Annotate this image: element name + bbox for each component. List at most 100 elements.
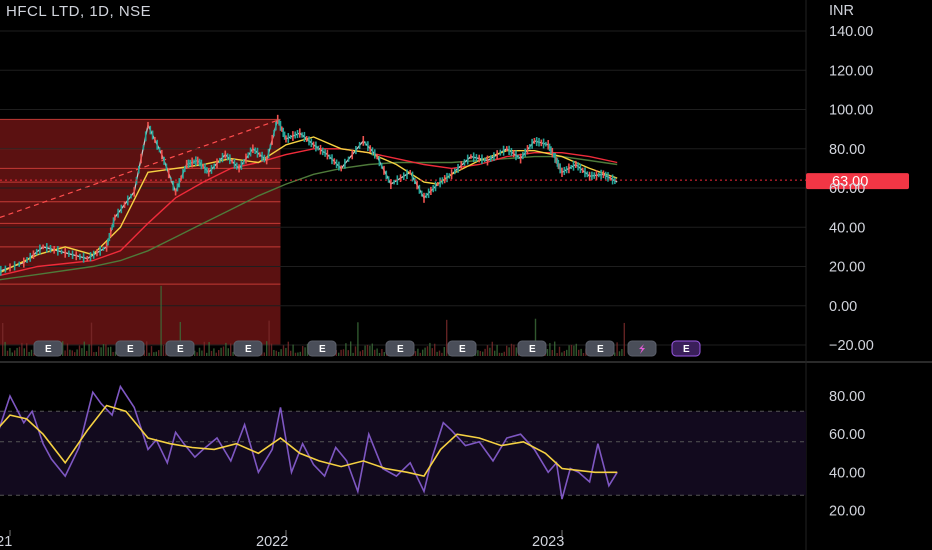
volume-bar	[566, 349, 568, 356]
candle	[35, 248, 38, 256]
currency-label: INR	[829, 3, 854, 19]
price-badge: 63.00	[0, 173, 909, 190]
candle	[170, 177, 172, 182]
candle	[310, 138, 313, 148]
candle	[581, 167, 584, 174]
volume-bar	[225, 342, 227, 356]
candle	[26, 257, 28, 263]
volume-bar	[546, 349, 549, 356]
volume-bar	[352, 352, 354, 356]
volume-bar	[340, 349, 342, 356]
earnings-marker[interactable]: E	[115, 340, 145, 357]
candle	[515, 150, 517, 161]
volume-bar	[371, 343, 373, 356]
candle	[512, 150, 515, 158]
volume-bar	[64, 350, 66, 356]
candle	[390, 179, 392, 190]
candle	[245, 153, 247, 164]
earnings-marker[interactable]: E	[233, 340, 263, 357]
earnings-box	[233, 340, 263, 357]
candle	[254, 147, 256, 154]
candle	[367, 141, 369, 152]
volume-bar	[434, 343, 436, 356]
volume-bar	[491, 341, 493, 356]
volume-bar	[208, 342, 210, 356]
earnings-marker[interactable]: E	[585, 340, 615, 357]
candle	[577, 162, 579, 171]
rsi-y-tick-label: 80.00	[829, 389, 865, 405]
candle	[437, 182, 439, 187]
earnings-label: E	[177, 344, 184, 355]
volume-bar	[155, 351, 157, 356]
volume-bar	[285, 347, 287, 356]
lightning-icon[interactable]	[627, 340, 657, 357]
y-tick-label: 60.00	[829, 181, 865, 197]
candle	[406, 169, 408, 180]
candle	[538, 137, 540, 147]
candle	[102, 246, 105, 251]
volume-bar	[424, 347, 426, 356]
volume-bar	[282, 345, 285, 356]
earnings-marker[interactable]: E	[517, 340, 547, 357]
candle	[53, 246, 55, 254]
candle	[292, 131, 294, 141]
candle	[563, 166, 566, 176]
candle	[185, 159, 188, 169]
candle	[79, 253, 81, 260]
volume-bar	[215, 352, 217, 356]
candle	[598, 172, 600, 178]
candle	[256, 147, 259, 158]
rsi-y-tick-label: 60.00	[829, 427, 865, 443]
candle	[126, 195, 129, 206]
volume-bar	[297, 352, 299, 356]
earnings-marker[interactable]: E	[33, 340, 63, 357]
earnings-box	[517, 340, 547, 357]
volume-bar	[114, 351, 117, 356]
earnings-marker[interactable]: E	[165, 340, 195, 357]
earnings-marker[interactable]: E	[447, 340, 477, 357]
candle	[317, 145, 319, 151]
candle	[161, 149, 163, 160]
volume-bar	[23, 348, 25, 356]
volume-bar	[2, 323, 4, 356]
candle	[399, 174, 402, 182]
volume-bar	[201, 350, 203, 356]
highlight-zone	[0, 118, 281, 345]
candle	[396, 175, 399, 185]
volume-bar	[422, 349, 424, 356]
volume-bar	[561, 352, 563, 356]
volume-bar	[366, 344, 369, 356]
candle	[499, 149, 502, 156]
candle	[242, 159, 245, 165]
candle	[247, 152, 250, 159]
candle	[556, 158, 559, 167]
candle	[340, 165, 342, 172]
candle	[46, 243, 48, 253]
earnings-label: E	[397, 344, 404, 355]
volume-bar	[98, 346, 100, 356]
candle	[263, 154, 266, 163]
earnings-box	[115, 340, 145, 357]
earnings-marker[interactable]: E	[671, 340, 701, 357]
earnings-box	[33, 340, 63, 357]
candle	[614, 177, 616, 185]
candle	[267, 148, 270, 159]
candle	[347, 156, 350, 162]
candle	[221, 152, 224, 163]
volume-bar	[436, 351, 438, 356]
candle	[107, 238, 109, 246]
earnings-marker[interactable]: E	[307, 340, 337, 357]
volume-bar	[71, 350, 73, 356]
volume-bar	[179, 321, 181, 356]
earnings-marker[interactable]: E	[385, 340, 415, 357]
candle	[120, 204, 123, 214]
candle	[496, 150, 498, 160]
volume-bar	[621, 349, 623, 356]
candle	[373, 149, 376, 159]
volume-bar	[482, 351, 484, 356]
candle	[423, 192, 425, 203]
candle	[591, 171, 593, 181]
candle	[200, 159, 203, 170]
